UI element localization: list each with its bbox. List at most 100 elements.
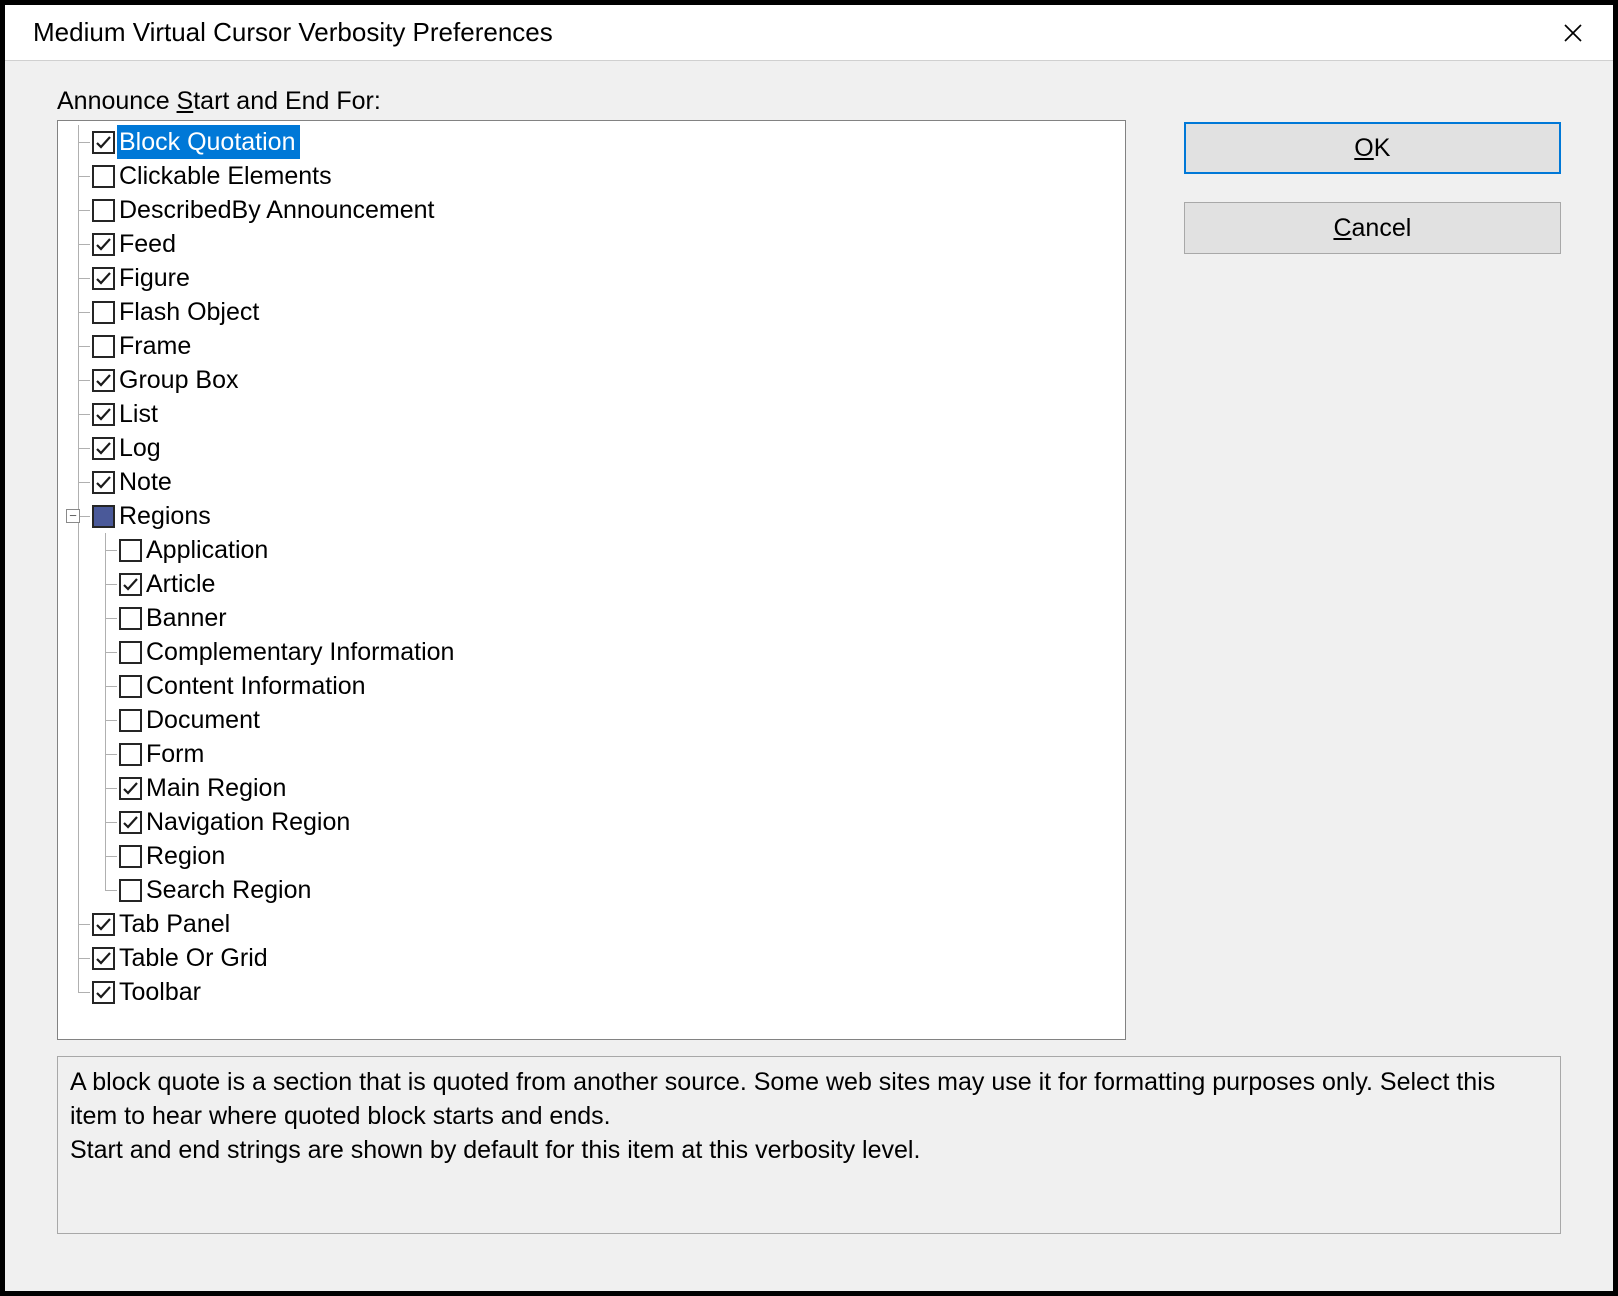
cancel-suffix: ancel	[1352, 214, 1412, 243]
tree-item-label[interactable]: DescribedBy Announcement	[117, 193, 438, 227]
tree-item-label[interactable]: Frame	[117, 329, 195, 363]
tree-item[interactable]: Article	[95, 567, 1119, 601]
tree-item[interactable]: Search Region	[95, 873, 1119, 907]
tree-item[interactable]: Note	[70, 465, 1119, 499]
tree-item[interactable]: Table Or Grid	[70, 941, 1119, 975]
tree-item[interactable]: Group Box	[70, 363, 1119, 397]
tree-expand-toggle[interactable]: −	[66, 509, 80, 523]
tree-item-label[interactable]: Table Or Grid	[117, 941, 272, 975]
tree-checkbox[interactable]	[92, 233, 115, 256]
tree-item[interactable]: Main Region	[95, 771, 1119, 805]
tree-item[interactable]: Block Quotation	[70, 125, 1119, 159]
tree-item-label[interactable]: Block Quotation	[117, 125, 300, 159]
tree-item[interactable]: Content Information	[95, 669, 1119, 703]
tree-checkbox[interactable]	[119, 573, 142, 596]
tree-checkbox[interactable]	[92, 131, 115, 154]
tree-item-label[interactable]: Regions	[117, 499, 215, 533]
tree-checkbox[interactable]	[92, 165, 115, 188]
tree-item[interactable]: Tab Panel	[70, 907, 1119, 941]
dialog-window: Medium Virtual Cursor Verbosity Preferen…	[4, 4, 1614, 1292]
label-prefix: Announce	[57, 87, 177, 115]
tree-checkbox[interactable]	[119, 641, 142, 664]
tree-item[interactable]: Complementary Information	[95, 635, 1119, 669]
tree-item[interactable]: Feed	[70, 227, 1119, 261]
cancel-hotkey: C	[1333, 214, 1351, 243]
tree-checkbox[interactable]	[119, 845, 142, 868]
tree-item[interactable]: Form	[95, 737, 1119, 771]
tree-item[interactable]: List	[70, 397, 1119, 431]
tree-checkbox[interactable]	[92, 947, 115, 970]
description-line1: A block quote is a section that is quote…	[70, 1065, 1548, 1133]
tree-item-label[interactable]: Application	[144, 533, 272, 567]
tree-item-label[interactable]: Feed	[117, 227, 180, 261]
tree-item-label[interactable]: Document	[144, 703, 264, 737]
announce-section-label: Announce Start and End For:	[57, 87, 1561, 116]
tree-item[interactable]: Toolbar	[70, 975, 1119, 1009]
tree-checkbox[interactable]	[92, 471, 115, 494]
tree-item-label[interactable]: Note	[117, 465, 176, 499]
tree-item-label[interactable]: Search Region	[144, 873, 315, 907]
tree-item-label[interactable]: Article	[144, 567, 219, 601]
tree-item-label[interactable]: Form	[144, 737, 208, 771]
tree-item-label[interactable]: Main Region	[144, 771, 290, 805]
cancel-button[interactable]: Cancel	[1184, 202, 1561, 254]
tree-checkbox[interactable]	[119, 607, 142, 630]
close-button[interactable]	[1555, 15, 1591, 51]
tree-checkbox[interactable]	[119, 743, 142, 766]
ok-suffix: K	[1374, 134, 1391, 163]
window-title: Medium Virtual Cursor Verbosity Preferen…	[33, 17, 553, 48]
tree-checkbox[interactable]	[92, 981, 115, 1004]
tree-checkbox[interactable]	[92, 437, 115, 460]
ok-button[interactable]: OK	[1184, 122, 1561, 174]
tree-item[interactable]: Frame	[70, 329, 1119, 363]
close-icon	[1564, 24, 1582, 42]
client-area: Announce Start and End For: Block Quotat…	[5, 61, 1613, 1291]
tree-checkbox[interactable]	[92, 301, 115, 324]
tree-item-label[interactable]: Log	[117, 431, 165, 465]
tree-item-label[interactable]: Figure	[117, 261, 194, 295]
tree-item-label[interactable]: List	[117, 397, 162, 431]
label-suffix: tart and End For:	[193, 87, 381, 115]
tree-item-label[interactable]: Clickable Elements	[117, 159, 336, 193]
tree-checkbox[interactable]	[92, 403, 115, 426]
label-hotkey: S	[177, 87, 194, 115]
tree-checkbox[interactable]	[119, 811, 142, 834]
tree-item[interactable]: Navigation Region	[95, 805, 1119, 839]
tree-item-label[interactable]: Content Information	[144, 669, 370, 703]
tree-item-label[interactable]: Flash Object	[117, 295, 263, 329]
tree-item[interactable]: −RegionsApplicationArticleBannerCompleme…	[70, 499, 1119, 907]
tree-item-label[interactable]: Complementary Information	[144, 635, 458, 669]
tree-checkbox[interactable]	[92, 505, 115, 528]
tree-checkbox[interactable]	[92, 913, 115, 936]
tree-item-label[interactable]: Banner	[144, 601, 231, 635]
tree-item[interactable]: Application	[95, 533, 1119, 567]
tree-checkbox[interactable]	[92, 369, 115, 392]
tree-checkbox[interactable]	[119, 879, 142, 902]
tree-item-label[interactable]: Region	[144, 839, 229, 873]
title-bar: Medium Virtual Cursor Verbosity Preferen…	[5, 5, 1613, 61]
tree-checkbox[interactable]	[119, 777, 142, 800]
tree-item[interactable]: Region	[95, 839, 1119, 873]
tree-item-label[interactable]: Tab Panel	[117, 907, 234, 941]
tree-checkbox[interactable]	[119, 675, 142, 698]
tree-checkbox[interactable]	[119, 709, 142, 732]
tree-item-label[interactable]: Group Box	[117, 363, 243, 397]
description-line2: Start and end strings are shown by defau…	[70, 1133, 1548, 1167]
tree-item[interactable]: Log	[70, 431, 1119, 465]
tree-checkbox[interactable]	[92, 199, 115, 222]
tree-item[interactable]: DescribedBy Announcement	[70, 193, 1119, 227]
tree-checkbox[interactable]	[92, 267, 115, 290]
tree-item[interactable]: Document	[95, 703, 1119, 737]
tree-item-label[interactable]: Navigation Region	[144, 805, 354, 839]
dialog-buttons: OK Cancel	[1184, 122, 1561, 254]
tree-checkbox[interactable]	[119, 539, 142, 562]
description-pane: A block quote is a section that is quote…	[57, 1056, 1561, 1234]
tree-item-label[interactable]: Toolbar	[117, 975, 205, 1009]
tree-item[interactable]: Clickable Elements	[70, 159, 1119, 193]
ok-hotkey: O	[1354, 134, 1373, 163]
tree-item[interactable]: Flash Object	[70, 295, 1119, 329]
tree-checkbox[interactable]	[92, 335, 115, 358]
announce-tree[interactable]: Block QuotationClickable ElementsDescrib…	[57, 120, 1126, 1040]
tree-item[interactable]: Figure	[70, 261, 1119, 295]
tree-item[interactable]: Banner	[95, 601, 1119, 635]
